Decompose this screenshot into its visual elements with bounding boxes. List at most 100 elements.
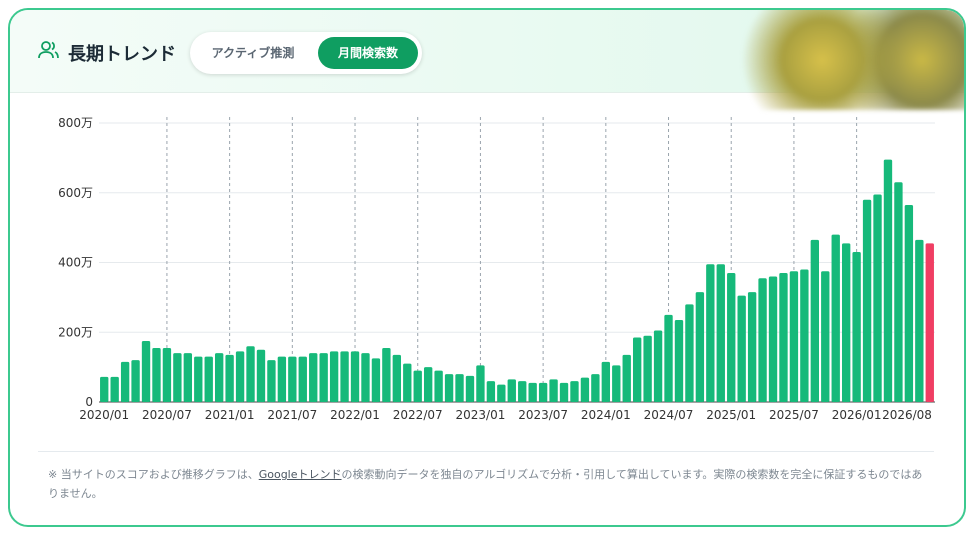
- y-tick-label: 800万: [58, 116, 93, 130]
- bar: [246, 346, 255, 402]
- bar: [904, 204, 914, 402]
- tab-group: アクティブ推測 月間検索数: [190, 32, 422, 74]
- header: 長期トレンド アクティブ推測 月間検索数: [10, 10, 964, 110]
- bar: [685, 304, 694, 402]
- bar: [465, 375, 475, 402]
- bar: [862, 199, 872, 402]
- x-tick-label: 2026/08: [882, 408, 932, 422]
- decoration-image: [732, 10, 964, 110]
- bar: [841, 243, 851, 402]
- bar: [549, 379, 558, 402]
- bar: [528, 382, 537, 402]
- bar: [591, 374, 600, 402]
- footnote: ※ 当サイトのスコアおよび推移グラフは、Googleトレンドの検索動向データを独…: [48, 465, 928, 503]
- trend-card: 長期トレンド アクティブ推測 月間検索数 0 200万 400万 600万 800万 20…: [8, 8, 966, 527]
- x-tick-label: 2021/01: [205, 408, 255, 422]
- bar: [110, 376, 119, 402]
- tab-active[interactable]: 月間検索数: [318, 37, 418, 69]
- bar: [925, 243, 934, 402]
- bar: [120, 361, 130, 402]
- bar: [821, 271, 830, 402]
- bar: [873, 194, 882, 402]
- bar: [329, 351, 339, 402]
- bar: [141, 340, 151, 402]
- bar: [277, 356, 287, 402]
- bar: [883, 159, 893, 402]
- bar: [716, 264, 725, 402]
- bar: [319, 353, 328, 402]
- bar: [131, 360, 140, 402]
- bar: [580, 377, 590, 402]
- x-tick-label: 2024/01: [581, 408, 631, 422]
- users-icon: [38, 41, 59, 59]
- bar: [350, 351, 360, 402]
- x-tick-label: 2022/01: [330, 408, 380, 422]
- bar: [288, 356, 297, 402]
- bar: [559, 382, 569, 402]
- bar: [235, 351, 245, 402]
- bar: [810, 239, 820, 402]
- bar: [100, 376, 109, 402]
- footnote-text: ※ 当サイトのスコアおよび推移グラフは、: [48, 468, 259, 481]
- x-tick-label: 2025/01: [706, 408, 756, 422]
- x-tick-label: 2020/01: [79, 408, 129, 422]
- bar: [225, 354, 234, 402]
- bar: [434, 370, 443, 402]
- bar: [361, 353, 370, 402]
- bar: [298, 356, 307, 402]
- bar: [162, 347, 172, 402]
- bar: [664, 314, 673, 402]
- x-tick-label: 2023/07: [518, 408, 568, 422]
- bar: [622, 354, 631, 402]
- x-tick-label: 2025/07: [769, 408, 819, 422]
- bar: [183, 353, 193, 402]
- bar: [476, 365, 485, 402]
- y-tick-label: 0: [85, 395, 93, 409]
- bar: [497, 384, 506, 402]
- footnote-text: の検索動向データを独自のアルゴリズムで分析・引用して算出しています。実際の検索数…: [48, 468, 923, 500]
- bar: [800, 269, 809, 402]
- bar: [371, 358, 381, 402]
- bar: [570, 381, 579, 402]
- bar: [403, 363, 412, 402]
- y-tick-label: 400万: [58, 256, 93, 270]
- x-tick-label: 2023/01: [455, 408, 505, 422]
- x-tick-label: 2021/07: [267, 408, 317, 422]
- bar: [392, 354, 402, 402]
- y-tick-label: 600万: [58, 186, 93, 200]
- bar: [423, 367, 433, 402]
- footnote-link[interactable]: Googleトレンド: [258, 468, 342, 481]
- bar: [758, 278, 767, 402]
- x-tick-label: 2026/01: [832, 408, 882, 422]
- bar: [518, 381, 527, 402]
- bar: [706, 264, 715, 402]
- bar: [779, 272, 788, 402]
- bar: [747, 292, 757, 402]
- bar: [612, 365, 621, 402]
- bar: [204, 356, 213, 402]
- tab[interactable]: アクティブ推測: [211, 46, 295, 60]
- bar: [382, 347, 391, 402]
- bar: [256, 349, 266, 402]
- bar: [444, 374, 454, 402]
- bar: [507, 379, 516, 402]
- bar: [455, 374, 464, 402]
- bar: [267, 360, 276, 402]
- bar: [695, 292, 705, 402]
- bar: [601, 361, 611, 402]
- bar: [852, 252, 861, 402]
- bar: [309, 353, 318, 402]
- x-tick-label: 2024/07: [644, 408, 694, 422]
- chart: 0 200万 400万 600万 800万 2020/01 2020/07 2021/01 20…: [58, 116, 935, 422]
- bar: [413, 370, 422, 402]
- bar: [727, 272, 736, 402]
- bar: [643, 335, 652, 402]
- bar: [538, 382, 548, 402]
- bar: [194, 356, 203, 402]
- bar: [674, 320, 684, 402]
- title: 長期トレンド: [68, 44, 176, 65]
- x-tick-label: 2020/07: [142, 408, 192, 422]
- bar: [486, 381, 496, 402]
- bar: [340, 351, 349, 402]
